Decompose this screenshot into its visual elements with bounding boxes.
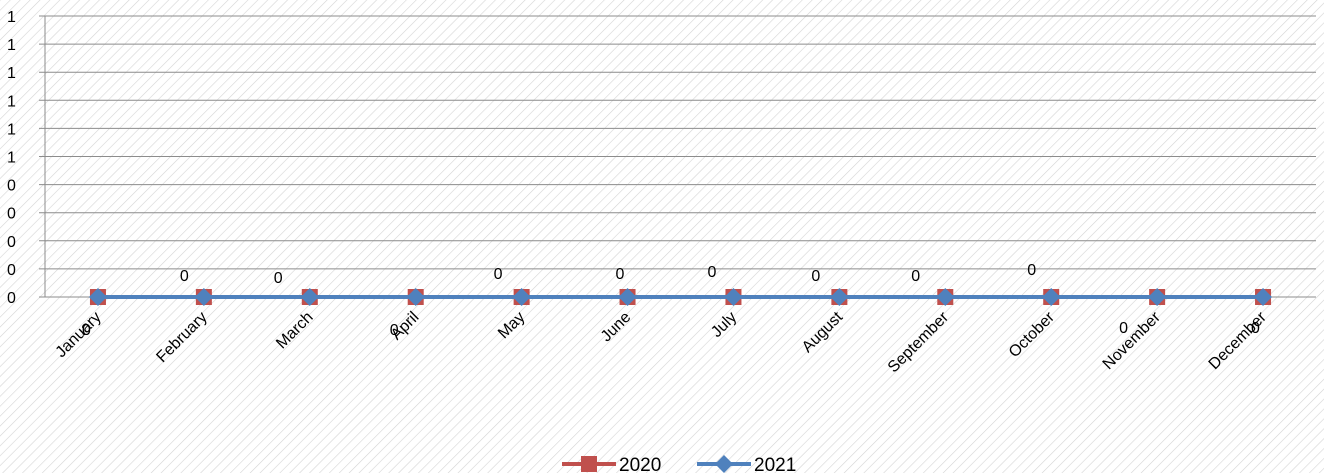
data-label: 0 [1251, 320, 1260, 337]
data-label: 0 [616, 266, 625, 283]
marker-2021 [406, 288, 425, 306]
marker-2021 [618, 288, 637, 306]
data-label: 0 [390, 322, 399, 339]
legend-label: 2021 [754, 455, 796, 473]
marker-2021 [724, 288, 743, 306]
marker-2021 [830, 288, 849, 306]
marker-2021 [1148, 288, 1167, 306]
data-label: 0 [494, 266, 503, 283]
y-tick-label: 1 [7, 150, 16, 167]
y-tick-label: 0 [7, 234, 16, 251]
marker-2021 [936, 288, 955, 306]
marker-2021 [1254, 288, 1273, 306]
y-tick-label: 0 [7, 262, 16, 279]
legend: 2020 2021 [562, 455, 796, 473]
y-tick-label: 0 [7, 206, 16, 223]
marker-2021 [1042, 288, 1061, 306]
data-label: 0 [1119, 320, 1128, 337]
data-labels: 0 0 0 0 0 0 0 0 0 0 0 0 [82, 262, 1260, 339]
marker-2021 [512, 288, 531, 306]
data-label: 0 [180, 268, 189, 285]
legend-marker [715, 455, 733, 473]
marker-2021 [194, 288, 213, 306]
y-tick-label: 0 [7, 290, 16, 307]
legend-marker [581, 456, 597, 472]
data-label: 0 [1027, 262, 1036, 279]
y-tick-label: 1 [7, 93, 16, 110]
y-tick-label: 1 [7, 9, 16, 26]
data-label: 0 [274, 270, 283, 287]
series-group [88, 288, 1273, 306]
marker-2021 [88, 288, 107, 306]
data-label: 0 [911, 268, 920, 285]
data-label: 0 [707, 264, 716, 281]
data-label: 0 [811, 268, 820, 285]
legend-label: 2020 [619, 455, 661, 473]
y-tick-label: 0 [7, 178, 16, 195]
y-tick-label: 1 [7, 65, 16, 82]
y-tick-label: 1 [7, 37, 16, 54]
y-tick-label: 1 [7, 121, 16, 138]
gridlines [39, 15, 1316, 298]
data-label: 0 [82, 322, 91, 339]
marker-2021 [300, 288, 319, 306]
y-axis-ticks: 0 0 0 0 0 1 1 1 1 1 1 [7, 9, 16, 307]
